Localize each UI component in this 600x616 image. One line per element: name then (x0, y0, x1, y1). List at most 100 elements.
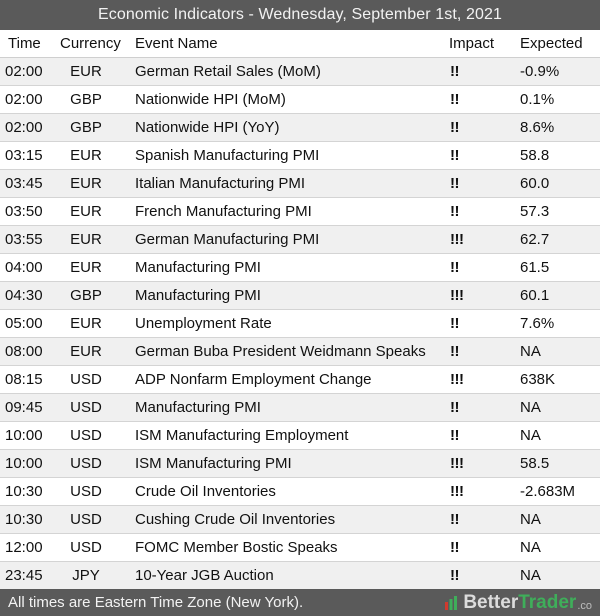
cell-expected: NA (520, 567, 541, 584)
cell-expected: 8.6% (520, 119, 555, 136)
cell-time: 12:00 (5, 539, 43, 556)
brand-name-part-2: Trader (518, 591, 577, 613)
cell-currency: USD (70, 427, 102, 444)
cell-time: 08:00 (5, 343, 43, 360)
cell-time: 02:00 (5, 91, 43, 108)
cell-currency: EUR (70, 315, 102, 332)
table-row: 03:45 EUR Italian Manufacturing PMI!! 60.0 (0, 170, 600, 198)
header-currency: Currency (60, 35, 121, 52)
table-row: 05:00 EUR Unemployment Rate!! 7.6% (0, 310, 600, 338)
cell-impact: !! (450, 63, 460, 80)
panel-title: Economic Indicators - Wednesday, Septemb… (0, 0, 600, 30)
cell-time: 05:00 (5, 315, 43, 332)
cell-event-name: Spanish Manufacturing PMI (135, 147, 320, 164)
table-row: 10:30 USD Crude Oil Inventories!!! -2.683M (0, 478, 600, 506)
cell-impact: !! (450, 539, 460, 556)
cell-expected: 61.5 (520, 259, 550, 276)
table-row: 08:15 USD ADP Nonfarm Employment Change!!!… (0, 366, 600, 394)
cell-event-name: ISM Manufacturing PMI (135, 455, 292, 472)
cell-expected: 7.6% (520, 315, 555, 332)
table-row: 10:00 USD ISM Manufacturing PMI!!! 58.5 (0, 450, 600, 478)
cell-expected: -2.683M (520, 483, 576, 500)
cell-currency: USD (70, 511, 102, 528)
cell-currency: EUR (70, 231, 102, 248)
cell-expected: 60.0 (520, 175, 550, 192)
cell-impact: !! (450, 175, 460, 192)
table-row: 04:30 GBP Manufacturing PMI!!! 60.1 (0, 282, 600, 310)
brand-name-part-1: Better (463, 591, 519, 613)
table-row: 03:50 EUR French Manufacturing PMI!! 57.3 (0, 198, 600, 226)
cell-time: 03:45 (5, 175, 43, 192)
cell-expected: 0.1% (520, 91, 555, 108)
cell-event-name: Manufacturing PMI (135, 259, 261, 276)
cell-expected: 638K (520, 371, 556, 388)
cell-event-name: Unemployment Rate (135, 315, 272, 332)
cell-time: 03:15 (5, 147, 43, 164)
footer-bar: All times are Eastern Time Zone (New Yor… (0, 589, 600, 616)
cell-time: 04:30 (5, 287, 43, 304)
cell-impact: !! (450, 343, 460, 360)
cell-event-name: Cushing Crude Oil Inventories (135, 511, 336, 528)
cell-time: 10:30 (5, 511, 43, 528)
table-header: Time Currency Event Name Impact Expected (0, 30, 600, 58)
cell-expected: NA (520, 427, 541, 444)
cell-time: 04:00 (5, 259, 43, 276)
table-row: 12:00 USD FOMC Member Bostic Speaks!! NA (0, 534, 600, 562)
cell-impact: !!! (450, 455, 464, 472)
cell-event-name: French Manufacturing PMI (135, 203, 312, 220)
header-event-name: Event Name (135, 35, 218, 52)
table-row: 03:15 EUR Spanish Manufacturing PMI!! 58.8 (0, 142, 600, 170)
table-row: 02:00 GBP Nationwide HPI (YoY)!! 8.6% (0, 114, 600, 142)
cell-impact: !! (450, 567, 460, 584)
cell-impact: !!! (450, 483, 464, 500)
table-row: 10:30 USD Cushing Crude Oil Inventories!! N… (0, 506, 600, 534)
cell-impact: !! (450, 315, 460, 332)
cell-impact: !! (450, 119, 460, 136)
cell-time: 08:15 (5, 371, 43, 388)
header-expected: Expected (520, 35, 583, 52)
brand-logo: Better Trader .co (444, 589, 592, 616)
cell-currency: EUR (70, 343, 102, 360)
cell-time: 09:45 (5, 399, 43, 416)
cell-expected: NA (520, 539, 541, 556)
cell-currency: EUR (70, 175, 102, 192)
cell-currency: USD (70, 483, 102, 500)
cell-impact: !! (450, 427, 460, 444)
cell-currency: EUR (70, 203, 102, 220)
cell-currency: USD (70, 455, 102, 472)
cell-expected: 60.1 (520, 287, 550, 304)
cell-event-name: Nationwide HPI (YoY) (135, 119, 280, 136)
cell-impact: !!! (450, 287, 464, 304)
cell-impact: !! (450, 399, 460, 416)
cell-currency: EUR (70, 63, 102, 80)
cell-event-name: ADP Nonfarm Employment Change (135, 371, 372, 388)
cell-event-name: Manufacturing PMI (135, 399, 261, 416)
cell-time: 10:30 (5, 483, 43, 500)
cell-impact: !!! (450, 231, 464, 248)
header-impact: Impact (449, 35, 495, 52)
cell-impact: !! (450, 259, 460, 276)
cell-currency: GBP (70, 119, 102, 136)
cell-event-name: German Retail Sales (MoM) (135, 63, 321, 80)
cell-time: 10:00 (5, 427, 43, 444)
table-row: 02:00 GBP Nationwide HPI (MoM)!! 0.1% (0, 86, 600, 114)
cell-time: 03:55 (5, 231, 43, 248)
cell-event-name: ISM Manufacturing Employment (135, 427, 349, 444)
header-time: Time (8, 35, 41, 52)
table-row: 03:55 EUR German Manufacturing PMI!!! 62.7 (0, 226, 600, 254)
cell-impact: !! (450, 147, 460, 164)
cell-event-name: 10-Year JGB Auction (135, 567, 274, 584)
table-body: 02:00 EUR German Retail Sales (MoM)!! -0.9%… (0, 58, 600, 590)
cell-event-name: German Buba President Weidmann Speaks (135, 343, 426, 360)
cell-currency: USD (70, 399, 102, 416)
bar-chart-icon (445, 595, 458, 610)
cell-event-name: Crude Oil Inventories (135, 483, 276, 500)
cell-time: 02:00 (5, 119, 43, 136)
cell-expected: 58.8 (520, 147, 550, 164)
table-row: 08:00 EUR German Buba President Weidmann S… (0, 338, 600, 366)
cell-event-name: Italian Manufacturing PMI (135, 175, 306, 192)
cell-currency: USD (70, 371, 102, 388)
cell-event-name: Manufacturing PMI (135, 287, 261, 304)
cell-event-name: Nationwide HPI (MoM) (135, 91, 286, 108)
